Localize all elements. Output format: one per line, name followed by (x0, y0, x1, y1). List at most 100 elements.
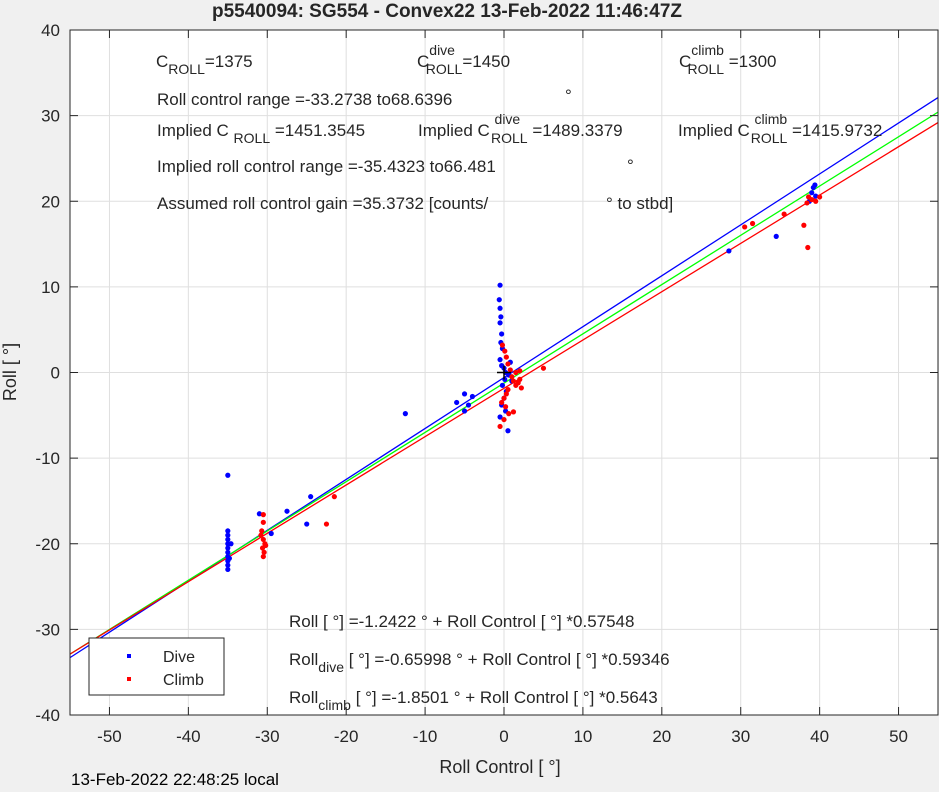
climb-point (261, 549, 267, 555)
dive-point (461, 391, 468, 397)
climb-point (513, 369, 519, 376)
y-tick-labels: -40 -30 -20 -10 0 10 20 30 40 (35, 21, 60, 725)
climb-point (503, 391, 509, 397)
climb-point (502, 404, 509, 410)
dive-point (402, 411, 408, 417)
climb-point (503, 354, 509, 360)
data-points (225, 182, 823, 573)
x-tick-label: 10 (573, 727, 592, 746)
y-tick-label: -40 (35, 706, 60, 725)
dive-point (268, 530, 274, 537)
x-tick-labels: -50 -40 -30 -20 -10 0 10 20 30 40 50 (97, 727, 908, 746)
annotation-roll-range: Roll control range =-33.2738 to68.6396 (157, 90, 452, 109)
climb-point (804, 200, 810, 206)
climb-point (805, 194, 812, 200)
dive-point (497, 320, 503, 326)
dive-point (505, 428, 511, 434)
annotation-eq-all: Roll [ °] =-1.2422 ° + Roll Control [ °]… (289, 612, 634, 631)
dive-point (498, 314, 504, 320)
x-tick-label: -40 (176, 727, 201, 746)
climb-point (263, 542, 269, 549)
dive-point (454, 399, 460, 406)
climb-point (259, 528, 265, 534)
climb-point (323, 521, 330, 527)
annotation-c-roll-climb: Cclimb ROLL =1300 (679, 42, 777, 77)
y-tick-label: -20 (35, 535, 60, 554)
dive-point (497, 305, 503, 311)
dive-point (497, 282, 503, 288)
dive-point (497, 414, 503, 420)
y-tick-label: 20 (41, 192, 60, 211)
x-tick-label: -30 (255, 727, 280, 746)
dive-point (225, 472, 231, 478)
climb-point (260, 519, 266, 525)
climb-point (517, 368, 523, 374)
footer-timestamp: 13-Feb-2022 22:48:25 local (71, 770, 279, 789)
climb-point (510, 378, 517, 384)
climb-point (331, 494, 337, 500)
annotation-implied-roll: Implied C ROLL =1451.3545 (157, 121, 365, 146)
climb-point (749, 220, 756, 227)
origin-marker (497, 365, 511, 380)
dive-point (809, 190, 815, 196)
x-tick-label: 20 (652, 727, 671, 746)
dive-point (308, 494, 314, 500)
dive-point (225, 549, 231, 555)
climb-point (499, 342, 506, 348)
climb-point (813, 198, 819, 204)
dive-point (813, 193, 819, 199)
climb-point (501, 416, 507, 423)
climb-point (540, 365, 547, 371)
climb-point (260, 512, 266, 518)
climb-point (506, 411, 512, 417)
axes-frame (69, 29, 939, 716)
dive-point (469, 393, 476, 400)
x-tick-label: 30 (731, 727, 750, 746)
annotation-c-roll-dive: Cdive ROLL=1450 (417, 42, 510, 77)
dive-point (499, 382, 506, 388)
dive-point (502, 376, 508, 382)
dive-point (497, 357, 503, 363)
dive-point (225, 566, 231, 573)
climb-point (258, 532, 264, 538)
dive-point (496, 297, 502, 303)
dive-point (226, 555, 232, 561)
dive-point (773, 233, 779, 239)
legend-box (88, 637, 225, 696)
climb-point (502, 348, 508, 354)
annotation-implied-dive: Implied C dive ROLL =1489.3379 (418, 111, 623, 146)
climb-point (518, 385, 524, 391)
annotation-implied-range: Implied roll control range =-35.4323 to6… (157, 157, 496, 176)
annotation-gain-end: ° to stbd] (606, 194, 673, 213)
fit-line (69, 122, 939, 655)
climb-point (499, 399, 505, 406)
climb-point (501, 395, 507, 401)
climb-point (517, 376, 523, 382)
dive-point (465, 402, 472, 408)
dive-point (726, 248, 732, 254)
dive-point (812, 182, 818, 188)
x-tick-label: 40 (810, 727, 829, 746)
x-tick-label: -20 (334, 727, 359, 746)
dive-point (499, 331, 505, 337)
dive-point (225, 528, 231, 534)
axes (69, 29, 939, 716)
climb-point (805, 244, 811, 251)
dive-point (225, 532, 231, 538)
climb-point (260, 536, 266, 543)
annotation-deg2: ° (627, 156, 634, 175)
climb-point (497, 423, 503, 430)
annotation-eq-dive: Rolldive [ °] =-0.65998 ° + Roll Control… (289, 650, 670, 675)
annotations: CROLL=1375 Cdive ROLL=1450 Cclimb ROLL =1300… (156, 42, 882, 713)
dive-point (225, 562, 231, 568)
y-axis-label: Roll [ °] (0, 343, 20, 401)
y-tick-label: 10 (41, 278, 60, 297)
y-tick-label: 40 (41, 21, 60, 40)
climb-point (781, 211, 787, 217)
x-axis-label: Roll Control [ °] (439, 757, 560, 777)
climb-point (817, 194, 823, 200)
climb-point (509, 374, 515, 380)
x-tick-label: -50 (97, 727, 122, 746)
climb-point (505, 361, 511, 367)
